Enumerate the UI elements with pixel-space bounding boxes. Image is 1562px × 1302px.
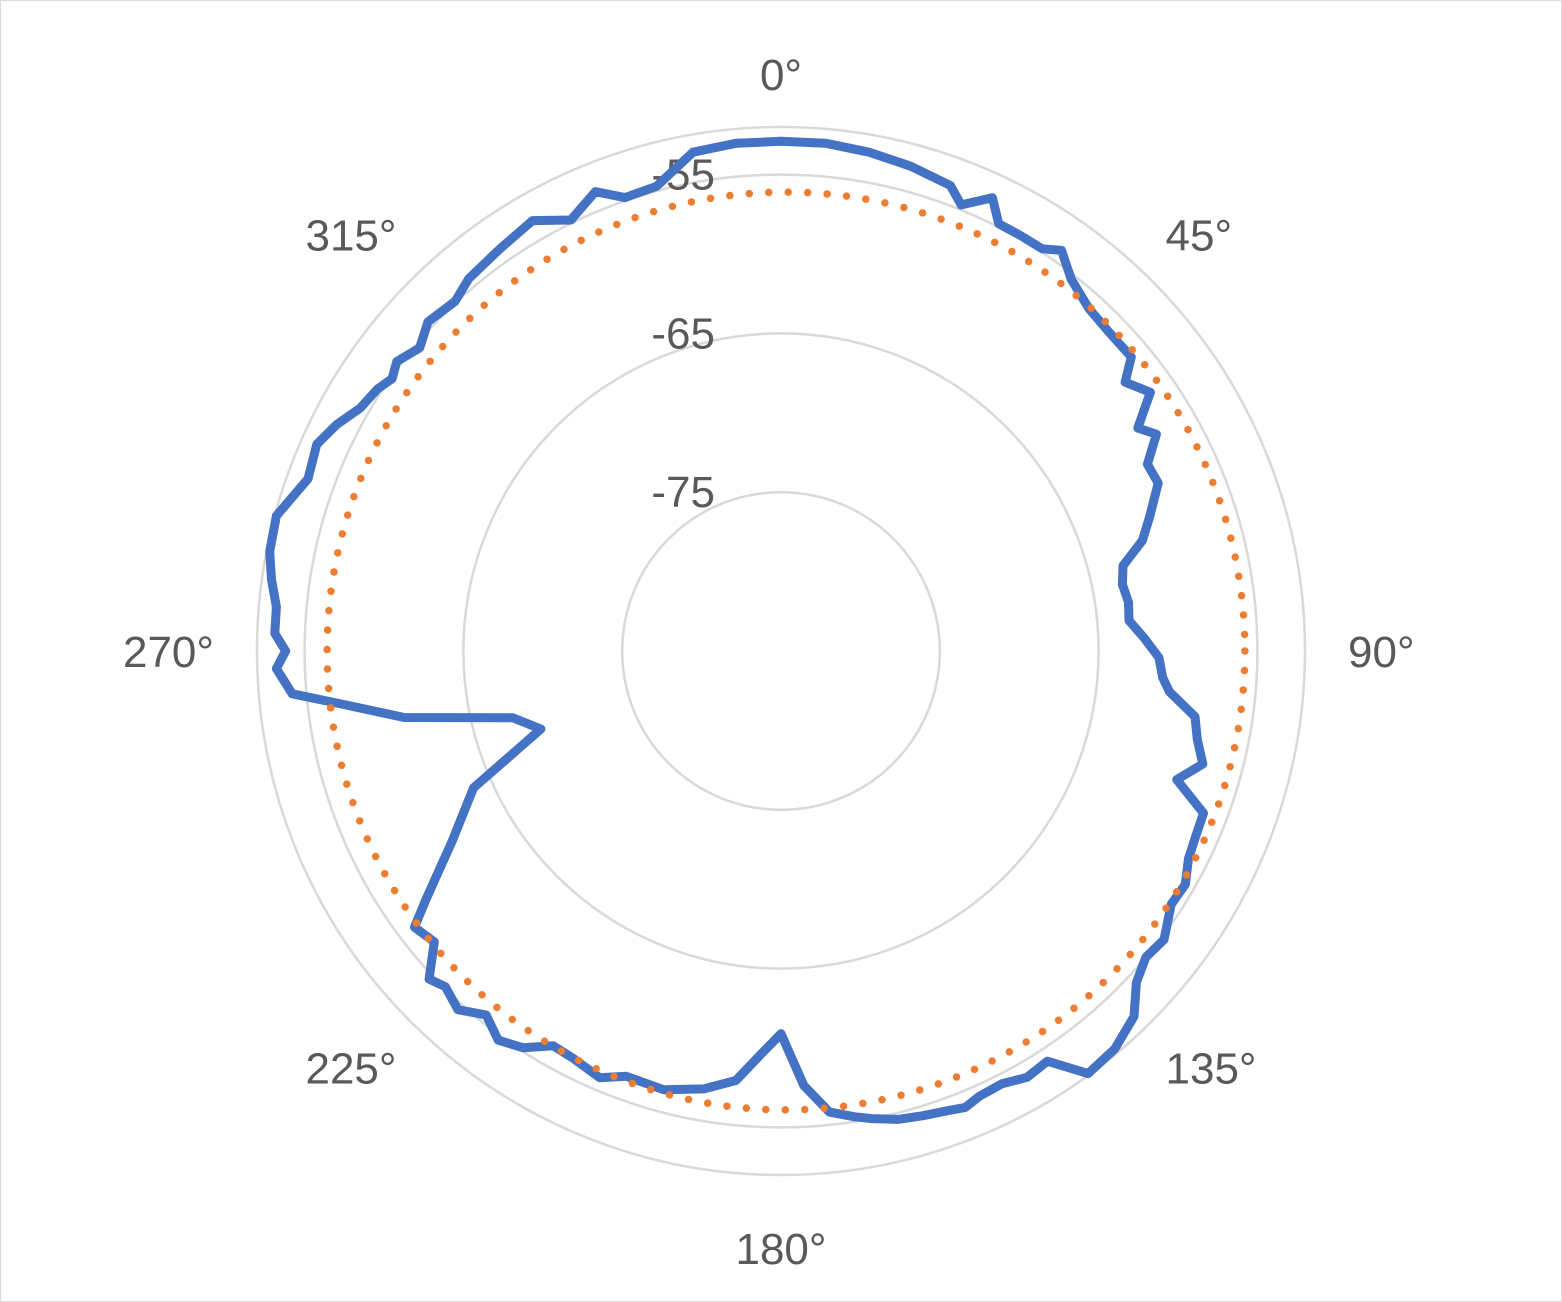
series-layer (265, 136, 1249, 1124)
radial-gridlines (255, 125, 1307, 1177)
angle-label-45: 45° (1166, 212, 1233, 261)
angle-label-225: 225° (305, 1045, 396, 1094)
gridline-ring-minus-75 (620, 490, 942, 812)
series-line-1 (265, 136, 1208, 1124)
angle-label-270: 270° (123, 628, 214, 677)
angle-label-135: 135° (1166, 1045, 1257, 1094)
angle-label-90: 90° (1348, 628, 1415, 677)
angle-label-0: 0° (760, 51, 802, 100)
radial-tick-labels: -55-65-75 (651, 151, 715, 518)
angle-label-180: 180° (735, 1225, 826, 1274)
angle-label-315: 315° (305, 212, 396, 261)
radial-tick-label: -75 (651, 468, 715, 517)
radial-tick-label: -65 (651, 309, 715, 358)
angle-labels: 0° 45° 90° 135° 180° 225° 270° 315° (123, 51, 1415, 1274)
series-dotted-2 (323, 188, 1249, 1114)
gridline-ring-outer (255, 125, 1307, 1177)
gridline-ring-minus-65 (462, 332, 1100, 970)
gridline-ring-minus-55 (303, 173, 1259, 1129)
